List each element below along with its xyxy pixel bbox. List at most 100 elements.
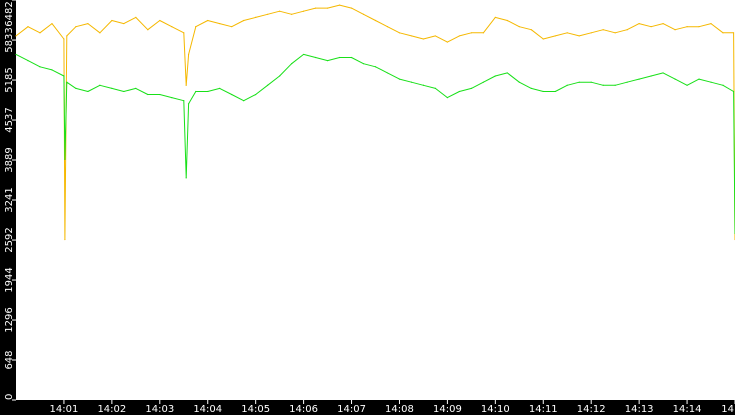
series-1-point	[374, 19, 377, 22]
series-2-point	[626, 81, 628, 83]
series-1-point	[171, 26, 173, 28]
series-2-point	[470, 87, 472, 89]
series-1-point	[494, 16, 496, 19]
series-2-point	[494, 75, 496, 77]
y-tick-label: 6482	[4, 1, 15, 26]
x-tick-label: 14:08	[385, 404, 414, 415]
series-2-point	[27, 59, 29, 62]
series-1-point	[686, 26, 688, 28]
series-2-point	[614, 84, 616, 86]
series-1-point	[231, 26, 233, 28]
series-line-1	[15, 4, 735, 241]
series-2-point	[195, 90, 197, 93]
series-2-point	[566, 84, 568, 86]
series-1-point	[123, 22, 125, 25]
x-tick-label: 14	[721, 404, 734, 415]
y-tick-label: 648	[4, 350, 15, 369]
series-2-point	[185, 177, 187, 179]
x-tick-label: 14:14	[673, 404, 702, 415]
series-1-point	[626, 29, 628, 31]
x-tick-label: 14:13	[625, 404, 654, 415]
series-2-point	[279, 75, 281, 77]
y-tick-label: 5185	[4, 67, 15, 92]
x-tick-label: 14:01	[50, 404, 79, 415]
series-2-point	[362, 63, 365, 65]
series-1-point	[362, 13, 365, 15]
series-1-point	[722, 32, 724, 34]
series-2-point	[231, 93, 233, 96]
series-2-point	[422, 84, 425, 86]
series-1-point	[64, 238, 66, 241]
series-1-point	[698, 26, 700, 28]
series-2-point	[398, 78, 401, 80]
series-1-point	[66, 35, 68, 37]
series-2-point	[66, 81, 68, 83]
series-1-point	[51, 22, 53, 25]
y-tick-label: 4537	[4, 107, 15, 132]
series-2-point	[291, 63, 293, 65]
series-1-point	[410, 35, 413, 37]
series-1-point	[15, 35, 17, 37]
series-1-point	[398, 32, 401, 34]
series-2-point	[578, 81, 580, 83]
series-1-point	[159, 19, 161, 22]
series-2-point	[518, 81, 520, 83]
series-1-point	[187, 53, 190, 56]
series-1-point	[87, 22, 89, 25]
series-1-point	[518, 26, 520, 28]
series-2-point	[267, 84, 269, 86]
series-1-point	[386, 26, 389, 28]
x-tick-label: 14:12	[577, 404, 606, 415]
series-2-point	[135, 87, 137, 89]
series-2-point	[255, 93, 257, 96]
series-2-point	[590, 81, 592, 83]
x-axis: 14:01 14:02 14:03 14:04 14:05 14:06 14:07 14:08…	[50, 400, 735, 415]
y-tick-label: 0	[4, 394, 15, 400]
series-1-point	[446, 41, 448, 43]
series-1-point	[326, 7, 329, 9]
series-2-point	[303, 53, 305, 56]
series-2-point	[662, 72, 664, 74]
series-2-point	[63, 75, 65, 77]
series-2-point	[326, 59, 329, 62]
series-2-point	[638, 78, 640, 80]
y-tick-label: 3241	[4, 187, 15, 212]
series-1-point	[602, 29, 604, 31]
series-1-point	[219, 22, 221, 25]
series-1-point	[195, 26, 197, 28]
y-tick-label: 2592	[4, 227, 15, 252]
series-2-point	[243, 100, 245, 102]
series-1-point	[183, 32, 185, 34]
series-1-point	[39, 32, 41, 34]
y-tick-label: 3889	[4, 147, 15, 172]
series-1-point	[578, 35, 580, 37]
series-2-point	[51, 69, 53, 71]
series-1-point	[590, 32, 592, 34]
y-tick-label: 5833	[4, 27, 15, 52]
series-2-point	[458, 90, 460, 93]
series-1-point	[75, 26, 77, 28]
series-1-point	[314, 7, 317, 9]
x-tick-label: 14:06	[289, 404, 318, 415]
series-2-point	[350, 56, 353, 59]
x-tick-label: 14:02	[97, 404, 126, 415]
series-2-point	[674, 78, 676, 80]
series-2-point	[698, 78, 700, 80]
y-tick-label: 1296	[4, 307, 15, 332]
series-1-point	[554, 35, 556, 37]
series-1-point	[482, 32, 484, 34]
series-2-point	[506, 72, 508, 74]
series-2-point	[530, 87, 532, 89]
series-1-point	[458, 35, 460, 37]
series-1-point	[638, 22, 640, 25]
series-1-point	[470, 32, 472, 34]
series-1-point	[422, 38, 425, 40]
series-1-point	[99, 32, 101, 34]
series-2-point	[686, 84, 688, 86]
series-2-point	[39, 66, 41, 68]
series-2-point	[386, 72, 389, 74]
series-2-point	[650, 75, 652, 77]
series-1-point	[662, 22, 664, 25]
series-2-point	[15, 53, 17, 56]
